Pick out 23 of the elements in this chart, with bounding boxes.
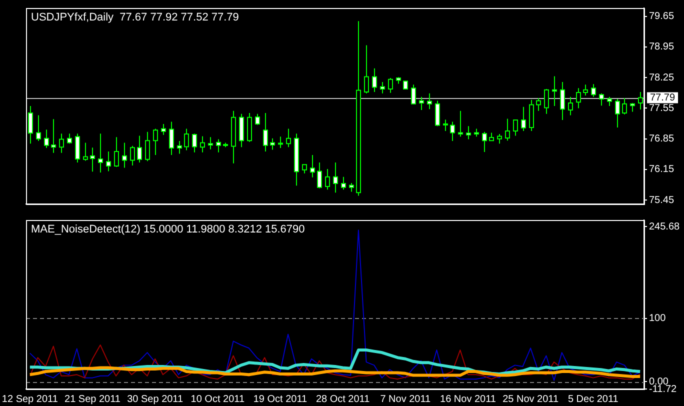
y-tick-label: -11.72	[649, 384, 678, 395]
y-tick-label: 75.45	[649, 194, 674, 206]
x-tick-label: 12 Sep 2011	[2, 394, 58, 405]
y-tick-label: 78.95	[649, 42, 674, 53]
y-tick-label: 76.15	[649, 164, 674, 176]
x-tick-label: 19 Oct 2011	[253, 394, 308, 405]
x-tick-label: 16 Nov 2011	[440, 394, 496, 405]
x-tick-label: 10 Oct 2011	[190, 394, 245, 405]
y-tick-label: 76.85	[649, 134, 674, 145]
x-tick-label: 7 Nov 2011	[380, 394, 432, 405]
x-tick-label: 28 Oct 2011	[316, 394, 370, 405]
x-tick-label: 25 Nov 2011	[502, 394, 559, 405]
y-tick-label: 100	[649, 313, 666, 324]
x-tick-label: 21 Sep 2011	[64, 394, 121, 405]
x-tick-label: 30 Sep 2011	[127, 394, 184, 405]
ref-line-label: 77.79	[650, 92, 676, 104]
x-tick-label: 5 Dec 2011	[568, 394, 619, 405]
y-tick-label: 77.55	[649, 102, 674, 114]
chart-title: USDJPYfxf,Daily 77.67 77.92 77.52 77.79	[31, 12, 239, 24]
chart-title: MAE_NoiseDetect(12) 15.0000 11.9800 8.3212 15.6790	[31, 224, 305, 236]
y-tick-label: 245.68	[649, 221, 680, 232]
y-tick-label: 78.25	[649, 72, 674, 84]
y-tick-label: 79.65	[649, 11, 674, 22]
